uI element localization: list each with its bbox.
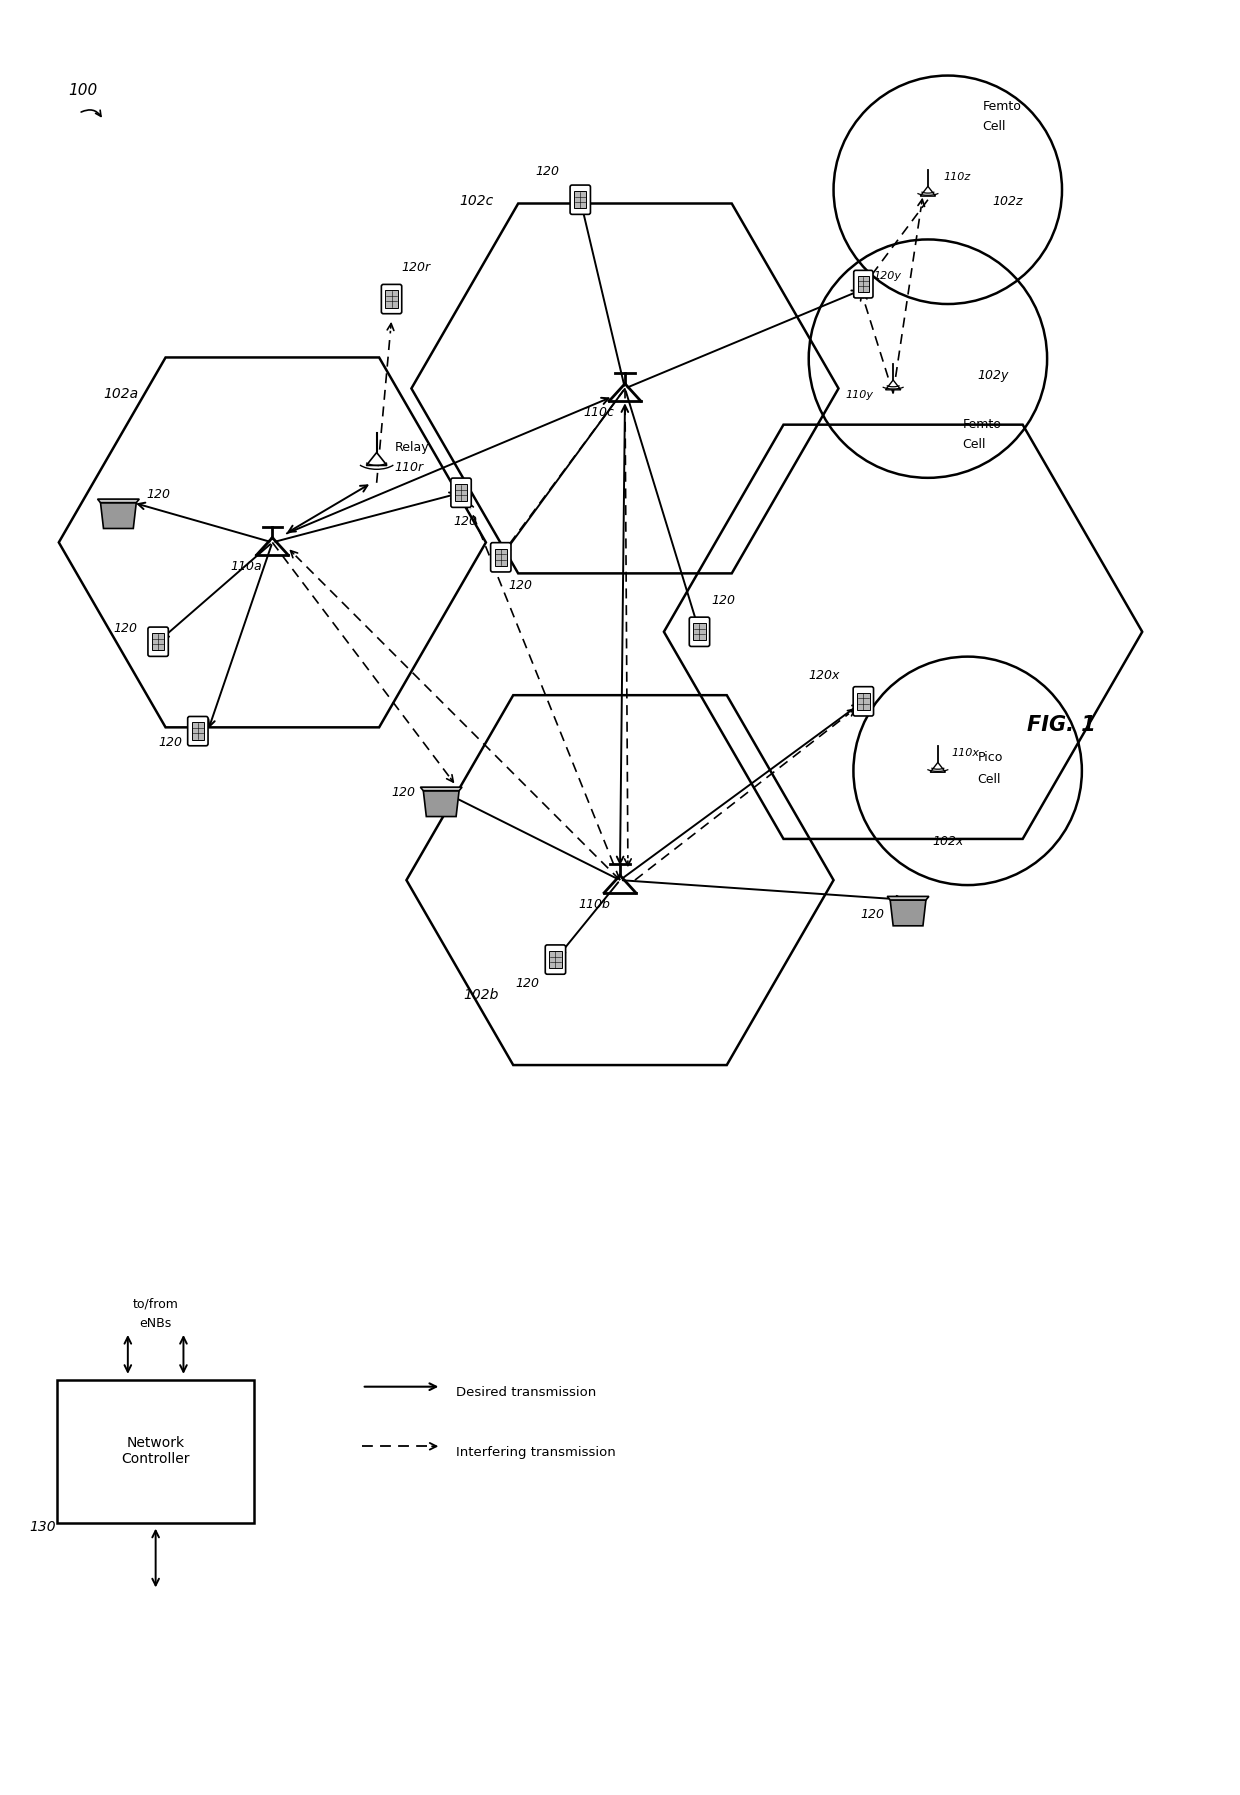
Text: to/from: to/from	[133, 1298, 179, 1310]
FancyBboxPatch shape	[693, 623, 706, 641]
Text: 120: 120	[712, 594, 735, 607]
Text: Network
Controller: Network Controller	[122, 1436, 190, 1467]
FancyBboxPatch shape	[549, 951, 562, 968]
Text: Pico: Pico	[977, 750, 1003, 765]
Text: Femto: Femto	[982, 101, 1022, 113]
Text: 120: 120	[146, 488, 170, 501]
Text: 120y: 120y	[873, 271, 901, 282]
Text: 110a: 110a	[231, 560, 262, 573]
Text: 120: 120	[453, 515, 477, 528]
Text: 120: 120	[536, 165, 559, 178]
FancyBboxPatch shape	[491, 542, 511, 573]
Text: 110r: 110r	[394, 461, 424, 474]
FancyBboxPatch shape	[57, 1380, 254, 1522]
FancyBboxPatch shape	[495, 549, 507, 565]
FancyBboxPatch shape	[451, 477, 471, 508]
Text: 130: 130	[29, 1520, 56, 1533]
Text: 102y: 102y	[977, 368, 1009, 382]
Text: 102c: 102c	[459, 194, 494, 208]
Text: 120r: 120r	[402, 262, 430, 275]
Text: 102b: 102b	[463, 989, 498, 1002]
Text: 110b: 110b	[578, 898, 610, 910]
Polygon shape	[98, 499, 139, 503]
Text: Relay: Relay	[394, 442, 429, 454]
Text: 120: 120	[861, 908, 884, 921]
Text: 120: 120	[113, 621, 138, 635]
FancyBboxPatch shape	[153, 634, 164, 650]
Text: FIG. 1: FIG. 1	[1027, 714, 1096, 736]
Text: Femto: Femto	[962, 418, 1002, 431]
FancyBboxPatch shape	[858, 276, 869, 293]
Text: 120x: 120x	[808, 670, 839, 682]
Text: 100: 100	[68, 83, 98, 99]
Polygon shape	[423, 792, 459, 817]
Text: 120: 120	[392, 786, 415, 799]
FancyBboxPatch shape	[192, 722, 205, 740]
FancyBboxPatch shape	[455, 485, 467, 501]
Polygon shape	[420, 788, 463, 792]
Text: 120: 120	[516, 978, 539, 991]
Text: Desired transmission: Desired transmission	[456, 1386, 596, 1398]
Polygon shape	[890, 899, 926, 926]
FancyBboxPatch shape	[574, 190, 587, 208]
Text: Interfering transmission: Interfering transmission	[456, 1445, 616, 1459]
FancyBboxPatch shape	[382, 284, 402, 314]
FancyBboxPatch shape	[148, 626, 169, 657]
Text: 110c: 110c	[583, 406, 614, 420]
Polygon shape	[920, 187, 935, 196]
Text: Cell: Cell	[962, 438, 986, 451]
Text: 102z: 102z	[992, 194, 1023, 208]
Polygon shape	[366, 452, 387, 465]
Polygon shape	[885, 381, 900, 390]
FancyBboxPatch shape	[570, 185, 590, 214]
FancyBboxPatch shape	[546, 944, 565, 975]
Text: 110x: 110x	[952, 749, 980, 757]
Text: Cell: Cell	[977, 774, 1001, 786]
FancyBboxPatch shape	[853, 687, 873, 716]
Polygon shape	[887, 896, 929, 899]
Text: 120: 120	[508, 580, 533, 592]
Text: 110z: 110z	[944, 172, 971, 181]
Text: 120: 120	[159, 736, 182, 749]
FancyBboxPatch shape	[187, 716, 208, 745]
FancyBboxPatch shape	[853, 271, 873, 298]
Text: eNBs: eNBs	[140, 1318, 172, 1330]
Text: 102a: 102a	[103, 388, 139, 402]
FancyBboxPatch shape	[386, 291, 398, 307]
Text: 110y: 110y	[846, 390, 873, 400]
FancyBboxPatch shape	[857, 693, 869, 711]
Polygon shape	[930, 763, 945, 772]
Text: Cell: Cell	[982, 120, 1006, 133]
Polygon shape	[100, 503, 136, 528]
Text: 102x: 102x	[932, 835, 965, 849]
FancyBboxPatch shape	[689, 617, 709, 646]
